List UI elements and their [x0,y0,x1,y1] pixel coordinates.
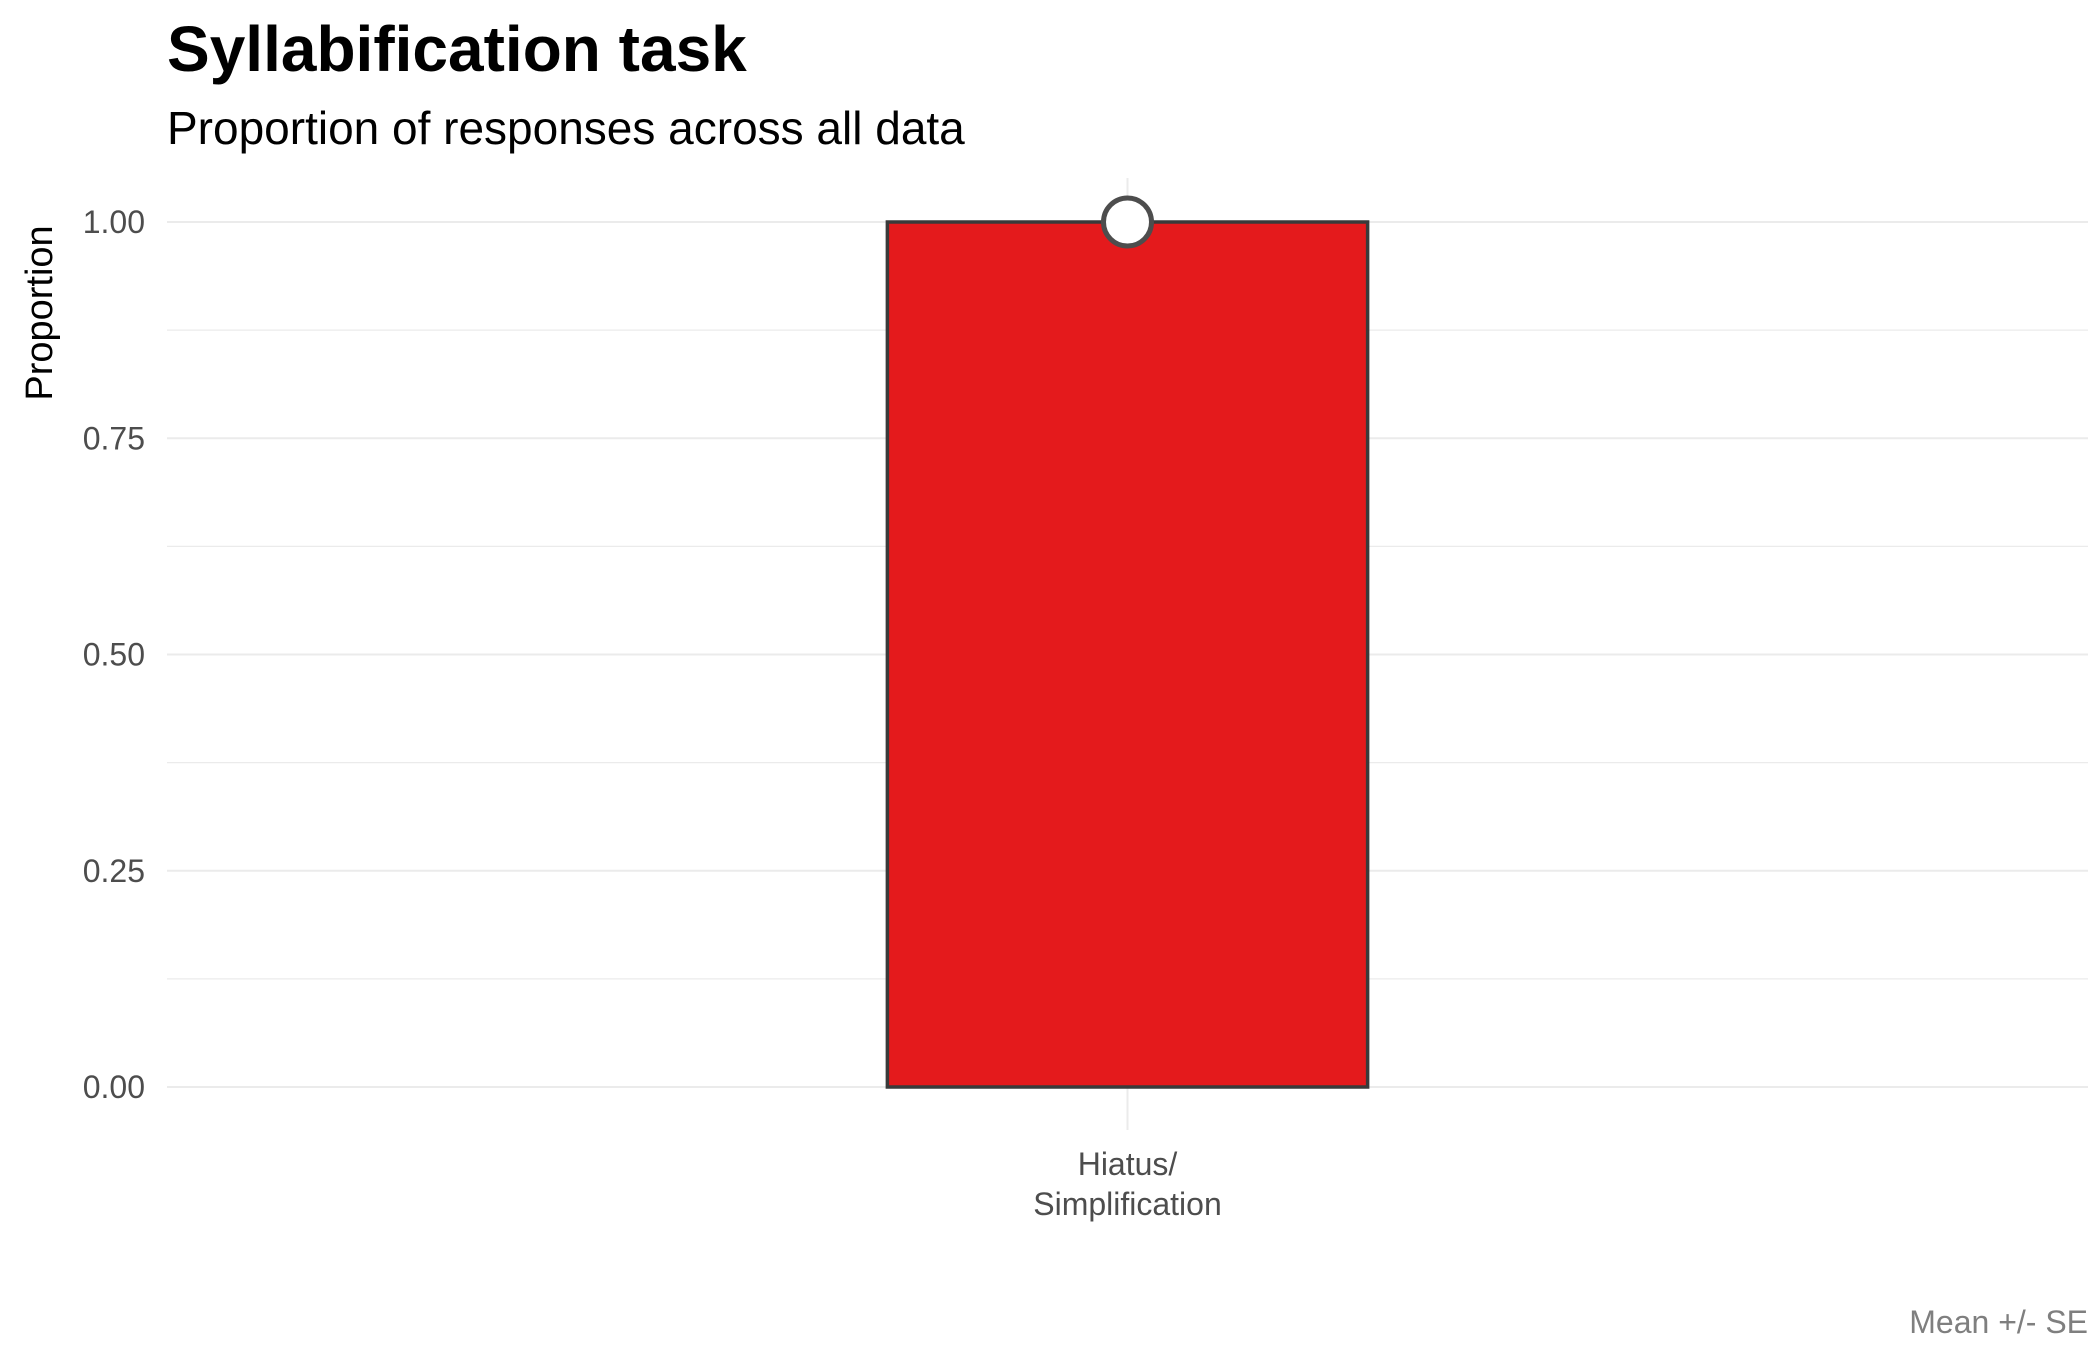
chart-caption: Mean +/- SE [1909,1304,2088,1340]
plot-panel: 0.00 0.25 0.50 0.75 1.00 Hiatus/Simplificatio… [83,178,2088,1222]
bar [885,220,1370,1089]
chart-subtitle: Proportion of responses across all data [167,102,965,154]
chart-title: Syllabification task [167,13,747,85]
y-tick-label: 0.75 [83,420,145,456]
y-tick-label: 0.25 [83,853,145,889]
y-tick-label: 1.00 [83,204,145,240]
y-tick-label: 0.50 [83,637,145,673]
mean-point [1101,195,1154,249]
x-tick-label-line: Hiatus/ [1078,1146,1178,1182]
x-tick-label-line: Simplification [1033,1186,1222,1222]
x-tick-label: Hiatus/Simplification [1033,1146,1222,1222]
y-tick-label: 0.00 [83,1069,145,1105]
y-axis-title: Proportion [19,225,61,400]
